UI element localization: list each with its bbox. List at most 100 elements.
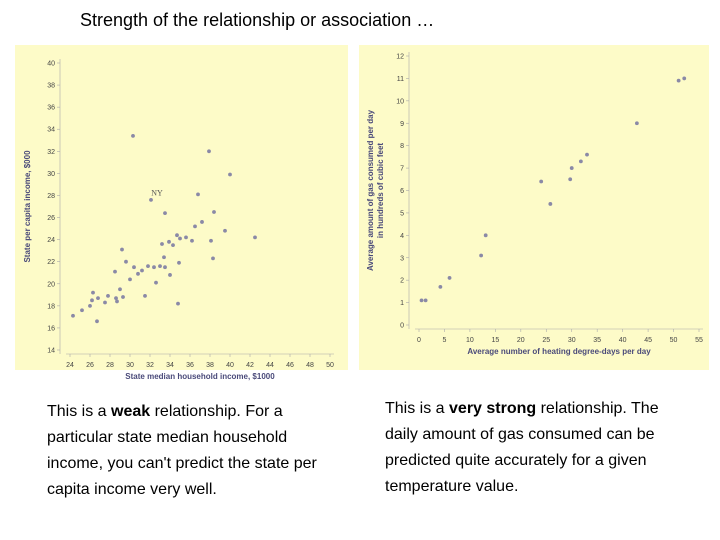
income-y-tick-label: 36 [47,105,55,112]
gas-y-tick-label: 5 [400,210,404,217]
gas-x-tick-label: 35 [593,337,601,344]
income-data-point [152,265,156,270]
gas-x-tick-label: 45 [644,337,652,344]
right-caption-bold: very strong [449,400,537,417]
income-data-point [114,296,118,301]
gas-data-point [634,121,639,126]
income-x-tick-label: 28 [106,362,114,369]
gas-x-tick-label: 5 [443,337,447,344]
left-caption-bold: weak [111,403,151,420]
gas-x-tick-label: 25 [542,337,550,344]
gas-data-point [479,253,484,258]
income-data-point [160,242,164,246]
left-chart-panel: 24 26 28 30 32 34 36 38 40 42 44 46 48 50 14 16 18 20 22 24… [15,45,348,381]
income-y-tick-label: 24 [47,237,55,244]
income-data-point [128,277,132,282]
income-data-point [124,259,128,264]
income-data-point [71,313,75,318]
income-y-tick-label: 18 [47,303,55,310]
gas-y-tick-label: 9 [400,121,404,128]
income-data-point [200,220,204,224]
gas-y-tick-label: 8 [400,143,404,150]
income-x-axis-label: State median household income, $1000 [125,372,275,381]
income-data-point [163,211,167,216]
income-x-tick-label: 30 [126,362,134,369]
gas-x-tick-label: 40 [619,337,627,344]
income-data-point [131,133,135,138]
income-x-tick-label: 36 [186,362,194,369]
income-x-tick-label: 46 [286,362,294,369]
gas-x-tick-label: 20 [517,337,525,344]
left-caption: This is a weak relationship. For a parti… [47,399,347,503]
income-data-point [211,256,215,261]
gas-x-tick-label: 15 [491,337,499,344]
income-data-point [91,290,95,295]
income-y-tick-label: 28 [47,193,55,200]
gas-data-point [578,159,583,164]
gas-x-tick-label: 55 [695,337,703,344]
income-data-point [103,300,107,305]
income-y-tick-label: 22 [47,259,55,266]
income-data-point [106,294,110,298]
income-data-point [207,149,211,154]
income-x-tick-label: 40 [226,362,234,369]
income-data-point [90,298,94,303]
gas-data-point [423,298,428,303]
income-y-tick-label: 34 [47,127,55,134]
income-y-tick-label: 38 [47,83,55,90]
income-data-point [88,303,92,308]
income-data-point [96,296,100,301]
right-caption: This is a very strong relationship. The … [385,396,695,500]
income-data-point [190,238,194,243]
gas-data-point [438,284,443,289]
income-annotation: NY [151,188,163,197]
right-chart-panel: 0 5 10 15 20 25 30 35 40 45 50 55 0 1 2 3 4 5 6 7 8 9 10 11 12 Av… [359,45,709,370]
gas-y-tick-label: 3 [400,255,404,262]
income-data-point [120,247,124,252]
income-x-tick-label: 42 [246,362,254,369]
income-data-point [95,319,99,324]
income-data-point [115,299,119,304]
income-data-point [193,224,197,229]
income-data-point [154,280,158,285]
income-data-point [167,239,171,244]
income-y-tick-label: 30 [47,171,55,178]
income-data-point [146,264,150,269]
income-data-point [209,238,213,243]
income-data-point [121,295,125,299]
income-data-point [168,273,172,277]
income-x-tick-label: 50 [326,362,334,369]
income-data-point [113,269,117,274]
income-data-point [223,228,227,233]
income-data-point [162,255,166,260]
income-y-tick-label: 26 [47,215,55,222]
gas-data-point [676,78,681,83]
gas-data-point [447,276,452,280]
gas-x-tick-label: 50 [670,337,678,344]
income-x-tick-label: 34 [166,362,174,369]
gas-data-point [682,76,687,81]
gas-scatter-plot: 0 5 10 15 20 25 30 35 40 45 50 550123456789101112Av… [366,52,703,356]
gas-x-tick-label: 30 [568,337,576,344]
gas-y-tick-label: 0 [400,323,404,330]
gas-data-point [569,166,574,170]
income-x-tick-label: 44 [266,362,274,369]
gas-data-point [419,298,424,303]
income-y-axis-label: State per capita income, $000 [23,150,32,263]
income-data-point [143,294,147,298]
income-y-tick-label: 14 [47,348,55,355]
income-scatter-plot: 24 26 28 30 32 34 36 38 40 42 44 46 48 50 14 16 18 20 22 24… [23,59,334,381]
gas-y-tick-label: 6 [400,188,404,195]
income-x-tick-label: 32 [146,362,154,369]
income-data-point [140,268,144,273]
gas-y-tick-label: 11 [397,76,404,83]
income-data-point [80,308,84,313]
income-data-point [149,197,153,202]
gas-data-point [483,233,488,238]
gas-y-axis-label: Average amount of gas consumed per dayin… [366,109,385,271]
gas-y-tick-label: 12 [396,54,404,61]
income-data-point [176,301,180,306]
gas-x-tick-label: 0 [417,337,421,344]
income-data-point [196,192,200,197]
income-data-point [177,260,181,265]
